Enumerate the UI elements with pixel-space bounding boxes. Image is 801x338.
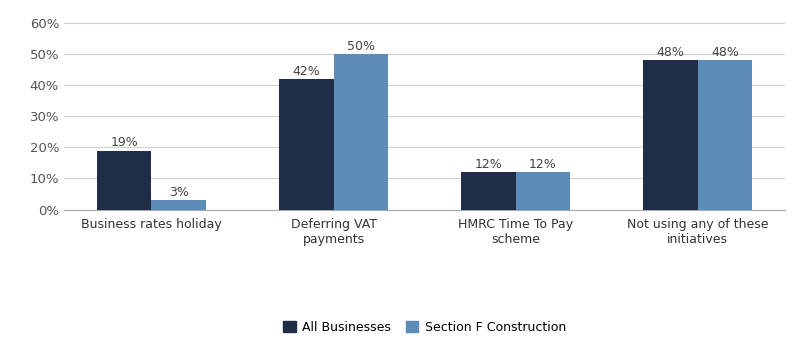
Bar bbox=[333, 54, 388, 210]
Bar bbox=[698, 61, 752, 210]
Text: 19%: 19% bbox=[111, 136, 138, 149]
Bar bbox=[151, 200, 206, 210]
Bar bbox=[516, 172, 570, 210]
Text: 3%: 3% bbox=[169, 186, 189, 199]
Bar bbox=[97, 150, 151, 210]
Bar bbox=[461, 172, 516, 210]
Text: 42%: 42% bbox=[292, 65, 320, 78]
Text: 12%: 12% bbox=[529, 158, 557, 171]
Legend: All Businesses, Section F Construction: All Businesses, Section F Construction bbox=[278, 316, 571, 338]
Text: 48%: 48% bbox=[656, 46, 684, 59]
Bar bbox=[643, 61, 698, 210]
Text: 50%: 50% bbox=[347, 40, 375, 53]
Text: 12%: 12% bbox=[474, 158, 502, 171]
Text: 48%: 48% bbox=[711, 46, 739, 59]
Bar bbox=[279, 79, 333, 210]
